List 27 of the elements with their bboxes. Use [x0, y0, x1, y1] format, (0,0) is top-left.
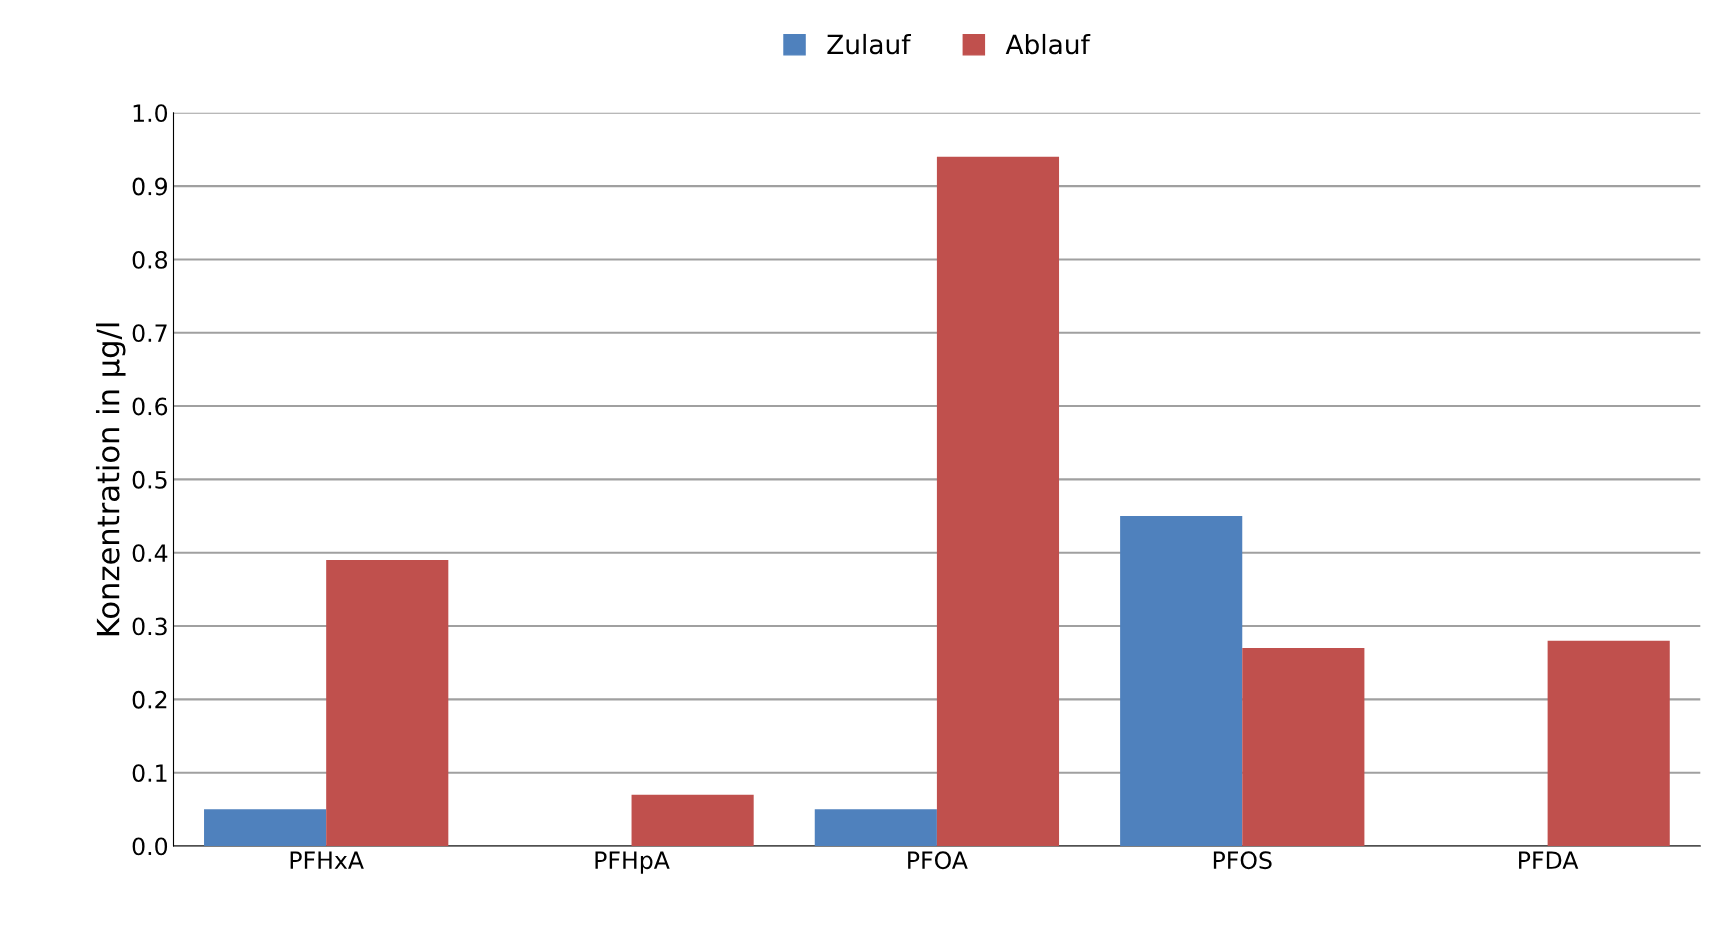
x-tick-label: PFOS	[1213, 851, 1272, 870]
y-tick-label: 0.1	[132, 764, 167, 782]
y-tick-label: 0.8	[132, 250, 168, 269]
x-tick-label: PFHxA	[290, 851, 364, 869]
y-tick-label: 0.3	[132, 617, 167, 636]
legend-label: Zulauf	[827, 33, 912, 55]
bar	[1120, 516, 1243, 846]
bar	[1547, 640, 1670, 846]
bar	[326, 560, 449, 846]
bar	[631, 794, 754, 846]
x-tick-label: PFHpA	[595, 851, 670, 874]
x-tick-label: PFOA	[908, 851, 968, 870]
y-axis-title: Konzentration in µg/l	[95, 323, 126, 636]
y-tick-label: 0.6	[132, 397, 168, 416]
bar	[1242, 648, 1365, 846]
y-tick-label: 0.7	[132, 324, 167, 343]
y-tick-label: 0.0	[132, 837, 168, 856]
bar	[936, 156, 1060, 846]
y-tick-label: 0.2	[132, 690, 167, 709]
x-tick-label: PFDA	[1519, 851, 1579, 869]
y-tick-label: 1.0	[133, 104, 168, 123]
y-tick-label: 0.5	[132, 470, 167, 489]
bar	[814, 809, 937, 846]
y-tick-label: 0.4	[132, 544, 168, 563]
y-tick-label: 0.9	[132, 177, 167, 196]
legend-label: Ablauf	[1005, 33, 1091, 55]
bar	[204, 809, 327, 846]
